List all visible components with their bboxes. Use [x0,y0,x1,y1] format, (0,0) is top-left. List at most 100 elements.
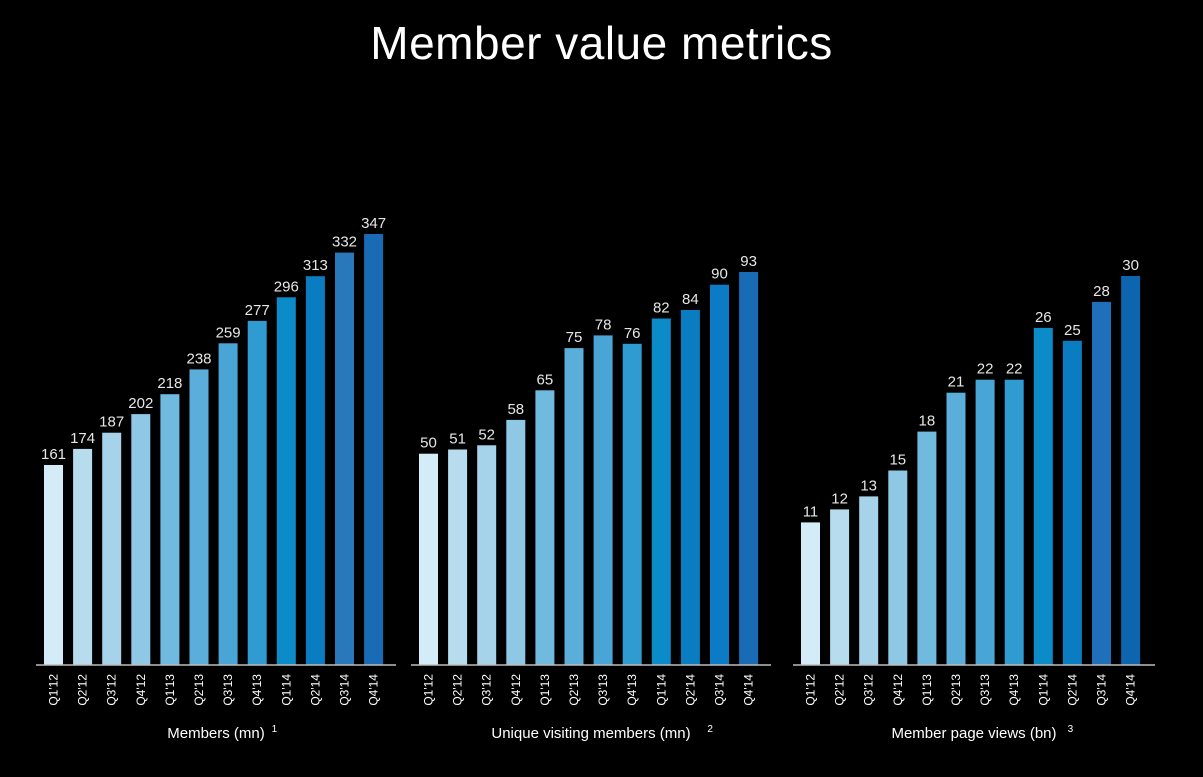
tick-label: Q2'12 [76,674,90,706]
data-label: 259 [216,324,241,341]
chart-member-page-views: 11 Q1'12 12 Q2'12 13 Q3'12 15 Q4'12 18 Q1'13 21 Q2'… [793,257,1155,742]
data-label: 22 [977,361,994,378]
bar [218,343,238,665]
data-label: 13 [860,477,877,494]
tick-label: Q1'12 [47,674,61,706]
data-label: 30 [1122,257,1139,274]
bar [801,522,820,665]
data-label: 26 [1035,309,1052,326]
tick-label: Q1'13 [538,674,552,706]
data-label: 58 [507,401,524,418]
tick-label: Q4'12 [134,674,148,706]
data-label: 161 [41,446,66,463]
data-label: 76 [624,325,641,342]
bar [1092,301,1111,665]
tick-label: Q3'12 [480,674,494,706]
data-label: 12 [831,490,848,507]
bar [564,348,584,665]
tick-label: Q4'14 [1124,674,1138,706]
tick-label: Q1'13 [163,674,177,706]
data-label: 21 [948,374,965,391]
bar [946,392,966,665]
tick-label: Q4'13 [1007,674,1021,706]
data-label: 313 [303,257,328,274]
data-label: 347 [361,215,386,232]
tick-label: Q3'14 [713,674,727,706]
data-label: 296 [274,278,299,295]
data-label: 277 [245,302,270,319]
footnote-marker: 3 [1068,724,1074,735]
page-title: Member value metrics [370,17,833,69]
x-axis-label: Unique visiting members (mn) [491,725,690,742]
tick-label: Q2'14 [683,674,697,706]
tick-label: Q1'14 [654,674,668,706]
tick-label: Q4'14 [367,674,381,706]
data-label: 15 [889,452,906,469]
tick-label: Q1'14 [279,674,293,706]
tick-label: Q1'12 [804,674,818,706]
bar [830,509,850,665]
bar [1121,276,1141,665]
bar [680,310,700,665]
data-label: 218 [157,375,182,392]
data-label: 22 [1006,361,1023,378]
tick-label: Q3'13 [596,674,610,706]
bar [506,419,526,665]
data-label: 174 [70,430,95,447]
bar [335,252,354,665]
data-label: 25 [1064,322,1081,339]
bar [305,276,325,665]
x-axis-label: Members (mn) [167,725,265,742]
tick-label: Q3'14 [338,674,352,706]
data-label: 50 [420,435,437,452]
data-label: 187 [99,414,124,431]
bar [477,445,497,665]
bar [622,343,642,665]
bar [888,470,908,665]
bar [535,390,555,665]
bar [247,320,267,665]
bar [859,496,879,665]
bar [131,414,151,665]
bar [189,369,209,665]
bar [917,431,937,665]
bar [364,234,384,665]
tick-label: Q3'12 [105,674,119,706]
tick-label: Q3'12 [862,674,876,706]
bar [1062,340,1082,665]
footnote-marker: 2 [707,724,713,735]
bar [710,284,729,665]
tick-label: Q4'13 [250,674,264,706]
tick-label: Q4'14 [742,674,756,706]
chart-unique-visiting-members: 50 Q1'12 51 Q2'12 52 Q3'12 58 Q4'12 65 Q1'13 75 Q2'… [411,253,771,742]
bar [102,432,122,665]
bar [276,297,296,665]
tick-label: Q2'13 [567,674,581,706]
bar [1033,327,1053,665]
bar [448,449,468,665]
data-label: 82 [653,300,670,317]
data-label: 202 [128,395,153,412]
data-label: 332 [332,234,357,251]
tick-label: Q2'13 [192,674,206,706]
tick-label: Q2'14 [308,674,322,706]
footnote-marker: 1 [272,724,278,735]
data-label: 78 [595,316,612,333]
tick-label: Q1'12 [422,674,436,706]
data-label: 93 [740,253,757,270]
tick-label: Q3'13 [221,674,235,706]
bar [739,272,759,665]
bar [975,379,995,665]
bar [160,394,180,665]
tick-label: Q3'13 [978,674,992,706]
bar [44,465,63,665]
bar [593,335,613,665]
data-label: 90 [711,266,728,283]
data-label: 28 [1093,283,1110,300]
data-label: 18 [919,413,936,430]
tick-label: Q4'13 [625,674,639,706]
data-label: 51 [449,431,466,448]
chart-members: 161 Q1'12 174 Q2'12 187 Q3'12 202 Q4'12 218 Q1'13… [36,215,396,742]
data-label: 75 [566,329,583,346]
